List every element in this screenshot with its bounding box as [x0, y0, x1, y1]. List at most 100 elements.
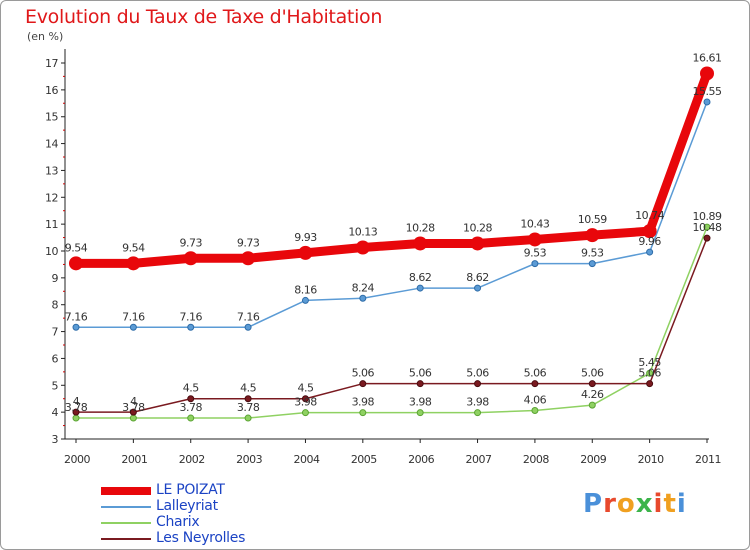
data-point — [588, 401, 596, 409]
data-label: 9.53 — [581, 247, 604, 260]
series-line-le-poizat — [71, 68, 712, 268]
x-tick-label: 2002 — [179, 453, 205, 466]
data-point — [416, 409, 424, 417]
data-point — [531, 407, 539, 415]
y-tick-label: 3 — [52, 433, 59, 446]
series-line-charix — [75, 226, 708, 419]
data-point — [531, 380, 539, 388]
data-point — [301, 395, 309, 403]
chart-title: Evolution du Taux de Taxe d'Habitation — [25, 6, 383, 28]
data-label: 8.24 — [352, 281, 375, 294]
data-label: 10.59 — [578, 213, 607, 226]
data-label: 5.06 — [352, 367, 375, 380]
data-point — [72, 414, 80, 422]
x-tick-label: 2005 — [351, 453, 377, 466]
data-point — [585, 228, 600, 243]
logo-letter: r — [603, 489, 617, 519]
data-label: 8.62 — [466, 271, 489, 284]
data-point — [470, 236, 485, 251]
y-tick-label: 17 — [45, 57, 58, 70]
data-label: 10.48 — [693, 221, 722, 234]
data-point — [359, 294, 367, 302]
x-tick-label: 2004 — [293, 453, 319, 466]
data-label: 9.73 — [237, 236, 260, 249]
data-label: 3.78 — [65, 401, 88, 414]
data-label: 9.96 — [638, 235, 661, 248]
data-point — [126, 256, 141, 271]
data-label: 9.54 — [65, 241, 88, 254]
data-point — [646, 369, 654, 377]
y-tick-label: 12 — [45, 191, 58, 204]
data-point — [703, 234, 711, 242]
data-point — [646, 380, 654, 388]
legend-label-charix: Charix — [156, 514, 200, 530]
data-label: 10.74 — [635, 209, 664, 222]
data-label: 10.28 — [406, 221, 435, 234]
data-label: 16.61 — [693, 51, 722, 64]
data-label: 3.98 — [352, 396, 375, 409]
y-tick-label: 10 — [45, 245, 58, 258]
legend-swatch-les-neyrolles — [101, 538, 151, 540]
y-tick-label: 11 — [45, 218, 58, 231]
data-point — [646, 248, 654, 256]
data-label: 9.93 — [294, 231, 317, 244]
x-tick-label: 2000 — [64, 453, 90, 466]
y-tick-label: 6 — [52, 352, 59, 365]
y-tick-label: 7 — [52, 326, 59, 339]
data-label: 4 — [73, 395, 80, 408]
data-label: 4.26 — [581, 388, 604, 401]
data-point — [244, 414, 252, 422]
legend-swatch-charix — [101, 522, 151, 524]
legend-label-le-poizat: LE POIZAT — [156, 482, 225, 498]
logo-letter: i — [653, 489, 664, 519]
data-point — [244, 395, 252, 403]
logo-letter: o — [616, 489, 636, 519]
y-tick-label: 13 — [45, 164, 58, 177]
x-tick-label: 2006 — [408, 453, 434, 466]
y-tick-label: 5 — [52, 379, 59, 392]
y-tick-label: 4 — [52, 406, 59, 419]
x-tick-label: 2011 — [695, 453, 721, 466]
series-line-les-neyrolles — [75, 237, 708, 413]
data-point — [531, 260, 539, 268]
y-tick-label: 15 — [45, 111, 58, 124]
legend-label-les-neyrolles: Les Neyrolles — [156, 530, 246, 546]
data-point — [183, 251, 198, 266]
y-tick-label: 8 — [52, 299, 59, 312]
data-label: 10.28 — [463, 221, 492, 234]
data-point — [298, 245, 313, 260]
data-label: 7.16 — [122, 310, 145, 323]
y-tick-label: 14 — [45, 138, 58, 151]
data-point — [301, 409, 309, 417]
data-label: 3.78 — [122, 401, 145, 414]
data-point — [129, 414, 137, 422]
data-label: 15.55 — [693, 85, 722, 98]
x-tick-label: 2008 — [523, 453, 549, 466]
data-point — [129, 408, 137, 416]
data-point — [527, 232, 542, 247]
data-point — [359, 380, 367, 388]
x-tick-label: 2001 — [121, 453, 147, 466]
chart-subtitle: (en %) — [27, 30, 64, 43]
legend-swatch-lalleyriat — [101, 506, 151, 508]
data-label: 5.06 — [409, 367, 432, 380]
legend-label-lalleyriat: Lalleyriat — [156, 498, 218, 514]
data-point — [187, 323, 195, 331]
data-point — [69, 256, 83, 271]
logo-letter: i — [676, 489, 687, 519]
data-label: 9.73 — [179, 236, 202, 249]
data-label: 7.16 — [179, 310, 202, 323]
data-label: 3.98 — [466, 396, 489, 409]
data-point — [413, 236, 428, 251]
data-point — [642, 224, 657, 239]
data-point — [359, 409, 367, 417]
data-label: 7.16 — [65, 310, 88, 323]
data-point — [301, 296, 309, 304]
data-label: 4.5 — [183, 382, 199, 395]
x-tick-label: 2010 — [638, 453, 664, 466]
data-label: 3.98 — [294, 396, 317, 409]
logo-letter: t — [663, 489, 677, 519]
data-label: 4.5 — [240, 382, 256, 395]
